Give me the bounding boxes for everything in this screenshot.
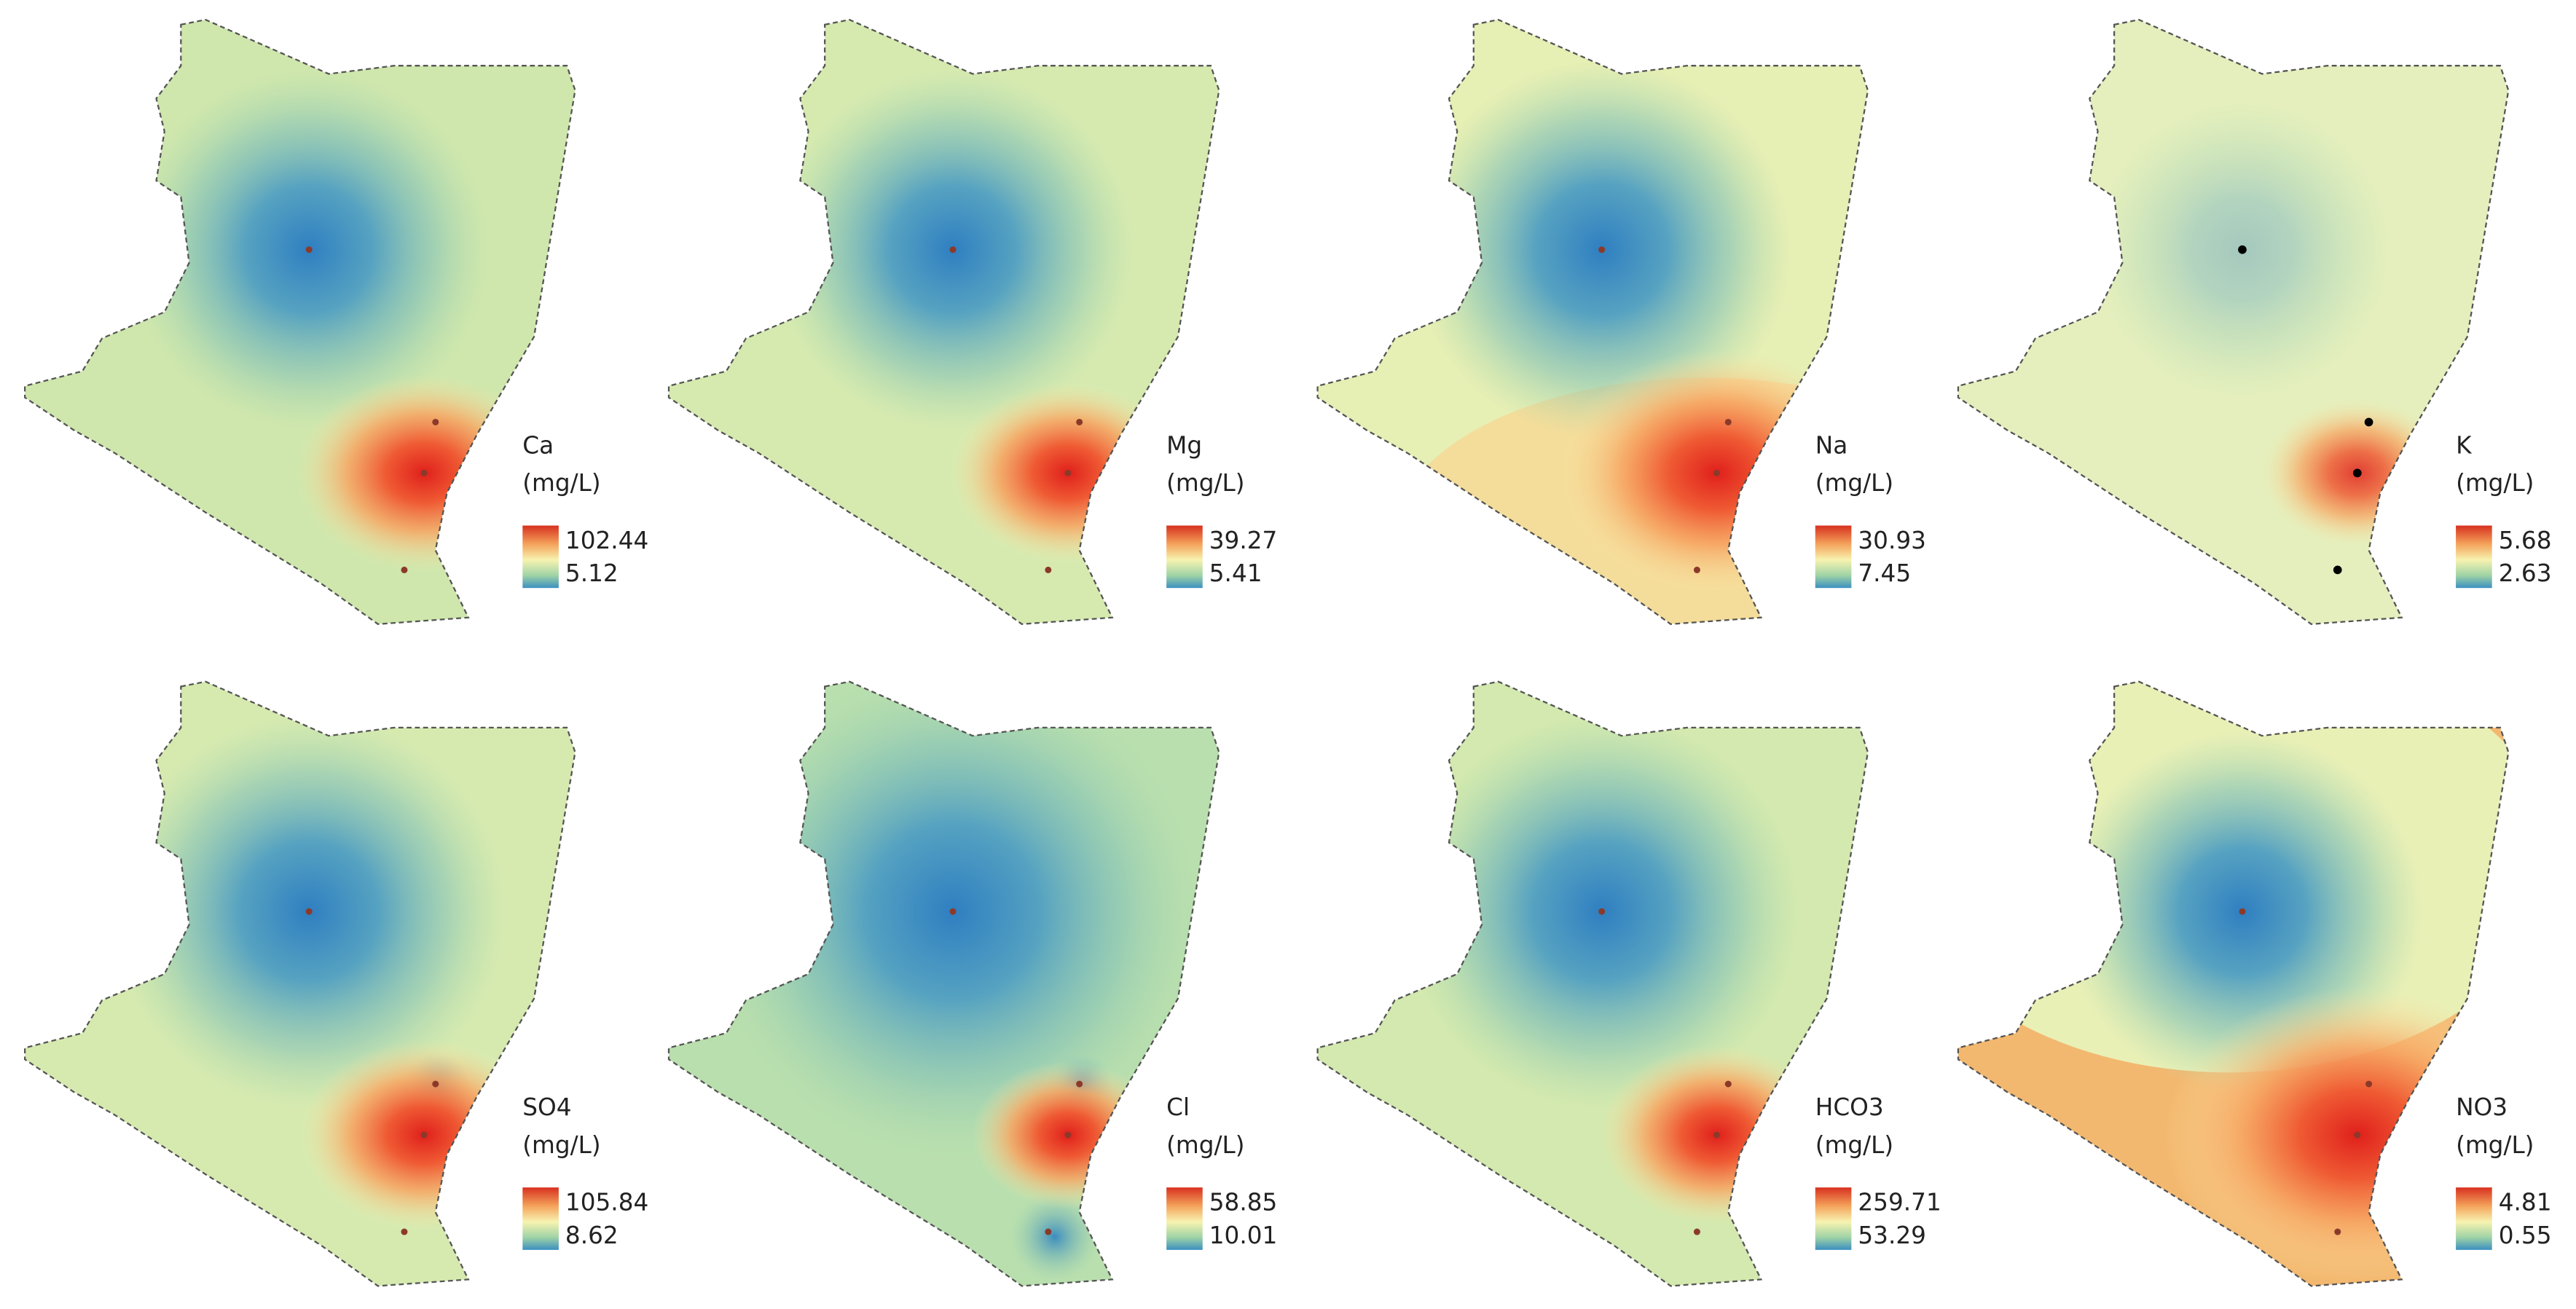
sample-point [2365,1080,2373,1088]
sample-point [1724,1080,1732,1088]
boundary [1957,680,2510,1287]
legend-min: 2.63 [2499,559,2552,587]
sample-point [1045,1228,1052,1235]
legend-min: 5.41 [1209,559,1263,587]
legend-min: 0.55 [2499,1222,2552,1249]
map-panel: Na (mg/L) 30.93 7.45 [1316,18,1926,625]
sample-point [2352,468,2362,478]
boundary [667,18,1220,625]
sample-point [1713,469,1720,476]
parameter-label: Mg [1166,431,1202,459]
legend-ramp [2456,525,2492,589]
legend-ramp [2456,1187,2492,1250]
sample-point [1076,418,1083,425]
legend-min: 5.12 [565,559,619,587]
sample-point [2364,417,2373,427]
sample-point [949,246,957,253]
sample-point [432,1080,439,1088]
sample-point [2334,1228,2341,1235]
sample-point [1713,1131,1720,1139]
sample-point [2239,908,2246,915]
unit-label: (mg/L) [1166,469,1244,497]
sample-point [1064,1131,1072,1139]
boundary [1316,680,1869,1287]
map-panel: NO3 (mg/L) 4.81 0.55 [1957,680,2552,1287]
legend-max: 30.93 [1858,527,1926,554]
map-panel: HCO3 (mg/L) 259.71 53.29 [1316,680,1941,1287]
sample-point [1598,908,1606,915]
legend-max: 5.68 [2499,527,2552,554]
sample-point [1598,246,1606,253]
sample-point [2238,245,2247,254]
map-panel: Ca (mg/L) 102.44 5.12 [24,18,648,625]
sample-point [305,246,313,253]
parameter-label: Cl [1166,1093,1190,1121]
sample-point [401,1228,408,1235]
unit-label: (mg/L) [1815,1131,1893,1159]
boundary [1316,18,1869,625]
legend-max: 105.84 [565,1189,648,1216]
parameter-label: SO4 [522,1093,571,1121]
sample-point [420,1131,428,1139]
boundary [1957,18,2510,625]
legend-min: 8.62 [565,1222,619,1249]
legend-ramp [1815,1187,1852,1250]
parameter-label: HCO3 [1815,1093,1884,1121]
unit-label: (mg/L) [522,1131,600,1159]
legend-max: 102.44 [565,527,648,554]
legend-max: 4.81 [2499,1189,2552,1216]
sample-point [1076,1080,1083,1088]
parameter-label: Ca [522,431,554,459]
sample-point [949,908,957,915]
boundary [667,680,1220,1287]
map-panel: Mg (mg/L) 39.27 5.41 [667,18,1278,625]
sample-point [420,469,428,476]
boundary [24,680,576,1287]
unit-label: (mg/L) [1815,469,1893,497]
legend-ramp [1166,525,1203,589]
unit-label: (mg/L) [2456,469,2534,497]
parameter-label: K [2456,431,2473,459]
sample-point [305,908,313,915]
legend-ramp [522,525,559,589]
unit-label: (mg/L) [1166,1131,1244,1159]
legend-ramp [522,1187,559,1250]
sample-point [1724,418,1732,425]
map-panel: K (mg/L) 5.68 2.63 [1957,18,2552,625]
map-panel: SO4 (mg/L) 105.84 8.62 [24,680,648,1287]
map-panel: Cl (mg/L) 58.85 10.01 [667,680,1278,1287]
sample-point [1693,566,1700,573]
legend-ramp [1815,525,1852,589]
legend-max: 58.85 [1209,1189,1278,1216]
sample-point [2333,565,2342,575]
map-fill [1317,20,1868,624]
low-zone [1008,1190,1101,1283]
unit-label: (mg/L) [522,469,600,497]
legend-max: 259.71 [1858,1189,1941,1216]
legend-min: 7.45 [1858,559,1911,587]
parameter-label: Na [1815,431,1847,459]
legend-ramp [1166,1187,1203,1250]
sample-point [2354,1131,2361,1139]
unit-label: (mg/L) [2456,1131,2534,1159]
parameter-label: NO3 [2456,1093,2508,1121]
sample-point [1693,1228,1700,1235]
legend-max: 39.27 [1209,527,1278,554]
sample-point [1045,566,1052,573]
sample-point [432,418,439,425]
boundary [24,18,576,625]
legend-min: 10.01 [1209,1222,1278,1249]
sample-point [401,566,408,573]
sample-point [1064,469,1072,476]
legend-min: 53.29 [1858,1222,1926,1249]
